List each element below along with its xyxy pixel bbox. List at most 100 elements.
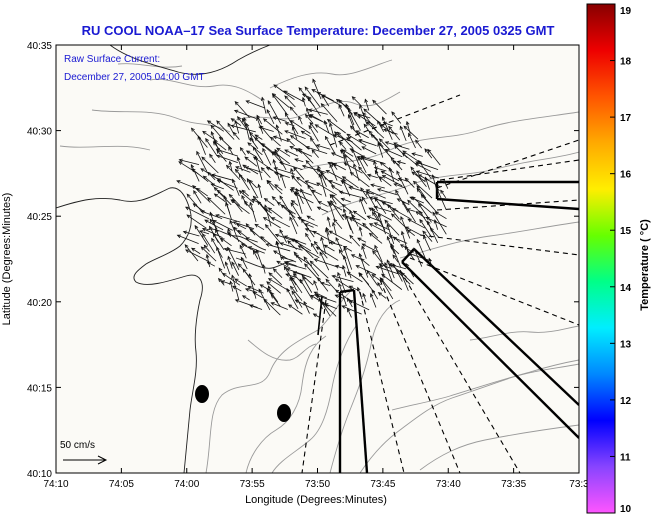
current-vector (346, 133, 367, 147)
current-vector (388, 235, 408, 244)
current-vector (263, 197, 275, 207)
current-vector (395, 189, 409, 213)
current-vector (262, 217, 281, 229)
current-vector (416, 238, 427, 260)
current-vector (341, 214, 361, 221)
current-vector (368, 223, 391, 236)
current-vector (330, 152, 344, 159)
current-vector (329, 241, 343, 246)
annotation-line-2: December 27, 2005 04:00 GMT (64, 72, 205, 83)
current-vector (388, 125, 401, 141)
current-vector (335, 236, 343, 253)
current-vector (434, 211, 447, 220)
current-vector (332, 221, 337, 236)
current-vector (237, 229, 248, 239)
current-vector (290, 200, 299, 206)
current-vector (242, 164, 259, 175)
y-axis-label: Latitude (Degrees:Minutes) (1, 193, 13, 326)
current-vector (341, 305, 362, 315)
current-vector (358, 139, 377, 147)
current-vector (351, 213, 359, 227)
current-vector (212, 219, 233, 231)
range-line-dashed (409, 257, 579, 326)
current-vector (428, 257, 433, 268)
current-vector (229, 219, 240, 242)
current-vector (326, 118, 346, 134)
current-vector (263, 298, 281, 316)
current-vector (377, 120, 385, 133)
current-vector (427, 220, 439, 244)
current-vector (393, 183, 407, 189)
y-axis: 40:10 40:15 40:20 40:25 40:30 40:35 (27, 41, 579, 480)
contour-line (235, 91, 401, 121)
current-vector (185, 249, 210, 262)
current-vector (283, 265, 297, 286)
current-vector (276, 202, 296, 215)
current-vector (209, 153, 216, 163)
current-vector (334, 278, 354, 291)
current-vector (313, 291, 328, 299)
current-vector (342, 179, 351, 197)
current-vector (377, 292, 387, 299)
current-vector (358, 166, 371, 181)
current-vector (373, 166, 387, 172)
colorbar-tick-label: 12 (620, 396, 632, 407)
current-vector (217, 277, 225, 286)
current-vector (334, 264, 344, 269)
current-vector (377, 142, 392, 158)
range-line-bold (401, 248, 415, 263)
current-vector (332, 162, 347, 171)
current-vector (299, 278, 313, 300)
current-vector (340, 197, 351, 203)
current-vector (404, 226, 423, 236)
current-vector (186, 214, 207, 229)
current-vector (249, 137, 259, 150)
y-tick-label: 40:20 (27, 298, 52, 309)
current-vector (329, 163, 338, 181)
current-vector (249, 304, 263, 310)
current-vector (283, 90, 305, 103)
current-vector (386, 235, 395, 254)
current-vector (293, 192, 314, 204)
current-vector (308, 124, 319, 142)
scale-arrow (63, 455, 108, 465)
current-vector (284, 149, 299, 157)
current-vector (284, 112, 299, 135)
range-line-dashed (379, 279, 461, 473)
current-vector (244, 156, 258, 167)
x-tick-label: 74:05 (109, 479, 134, 490)
current-vector (279, 228, 287, 243)
current-vector (407, 218, 426, 229)
current-vector (362, 222, 379, 239)
current-vector (227, 255, 233, 269)
current-vector (249, 201, 257, 223)
current-vector (197, 135, 206, 155)
current-vector (267, 179, 283, 195)
current-vector (423, 234, 431, 251)
current-vector (357, 286, 363, 300)
current-vector (216, 246, 226, 269)
current-vector (353, 111, 371, 119)
current-vector (274, 184, 283, 191)
current-vector (261, 96, 267, 114)
current-vector (319, 251, 330, 271)
current-vector (424, 148, 433, 159)
current-vector (303, 300, 310, 314)
current-vector (347, 307, 352, 318)
current-vector (252, 291, 263, 299)
current-vector (362, 292, 367, 303)
current-vector (420, 194, 439, 214)
current-vector (333, 131, 345, 141)
current-vector (300, 188, 313, 211)
current-vector (349, 125, 362, 138)
current-vector (201, 156, 219, 174)
current-vector (240, 256, 248, 270)
current-vector (215, 228, 223, 243)
current-vector (432, 211, 447, 235)
current-vector (289, 210, 299, 227)
current-vector (328, 230, 353, 244)
current-vector (301, 93, 312, 99)
current-vector (408, 132, 416, 149)
current-vector (284, 262, 307, 270)
current-vector (406, 252, 432, 262)
